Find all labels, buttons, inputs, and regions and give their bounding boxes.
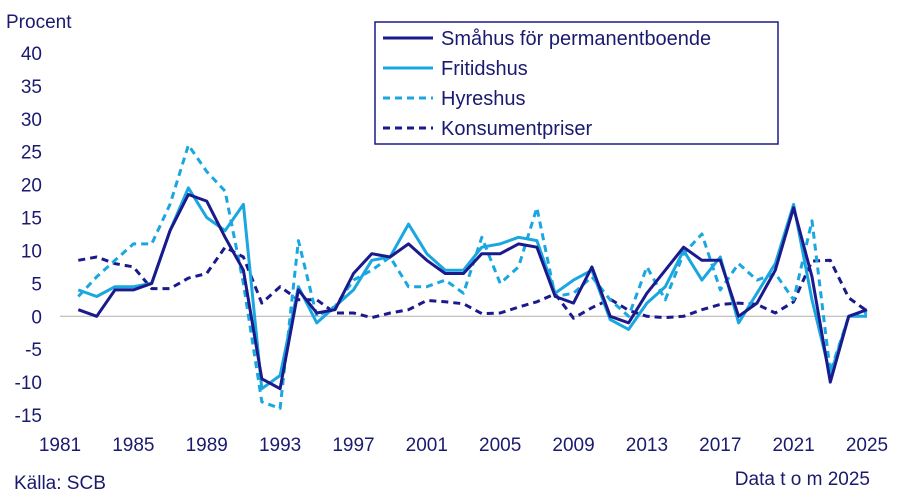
series-line-4 — [78, 245, 868, 320]
y-tick-label: 35 — [21, 77, 42, 98]
y-tick-label: 40 — [21, 44, 42, 65]
legend: Småhus för permanentboende Fritidshus Hyre… — [374, 21, 779, 145]
x-tick-label: 1981 — [39, 435, 81, 456]
x-tick-label: 2001 — [406, 435, 448, 456]
x-tick-label: 2009 — [552, 435, 594, 456]
x-tick-label: 2017 — [699, 435, 741, 456]
legend-label: Hyreshus — [441, 88, 525, 110]
y-tick-label: -10 — [15, 373, 42, 394]
y-tick-label: 15 — [21, 209, 42, 230]
y-tick-label: 0 — [31, 307, 42, 328]
legend-label: Fritidshus — [441, 58, 528, 80]
legend-label: Konsumentpriser — [441, 118, 593, 140]
source-note: Källa: SCB — [14, 473, 106, 494]
y-tick-label: 10 — [21, 241, 42, 262]
y-axis: 40 35 30 25 20 15 10 5 0 -5 -10 -15 — [15, 44, 42, 427]
series-line-1 — [77, 193, 868, 391]
y-tick-label: 20 — [21, 176, 42, 197]
y-tick-label: -15 — [15, 406, 42, 427]
x-tick-label: 1997 — [332, 435, 374, 456]
x-tick-label: 2025 — [846, 435, 888, 456]
x-tick-label: 2021 — [772, 435, 814, 456]
x-tick-label: 2005 — [479, 435, 521, 456]
y-tick-label: -5 — [25, 340, 42, 361]
series-line-2 — [77, 186, 867, 391]
x-tick-label: 2013 — [626, 435, 668, 456]
x-axis: 1981 1985 1989 1993 1997 2001 2005 2009 2013 2017… — [39, 435, 888, 456]
y-axis-title: Procent — [6, 12, 72, 33]
y-tick-label: 25 — [21, 143, 42, 164]
legend-label: Småhus för permanentboende — [441, 28, 711, 50]
x-tick-label: 1993 — [259, 435, 301, 456]
x-tick-label: 1989 — [186, 435, 228, 456]
y-tick-label: 5 — [31, 274, 42, 295]
legend-box — [374, 21, 779, 145]
x-tick-label: 1985 — [112, 435, 154, 456]
y-tick-label: 30 — [21, 110, 42, 131]
data-through-note: Data t o m 2025 — [734, 469, 870, 490]
series-group — [77, 143, 868, 410]
